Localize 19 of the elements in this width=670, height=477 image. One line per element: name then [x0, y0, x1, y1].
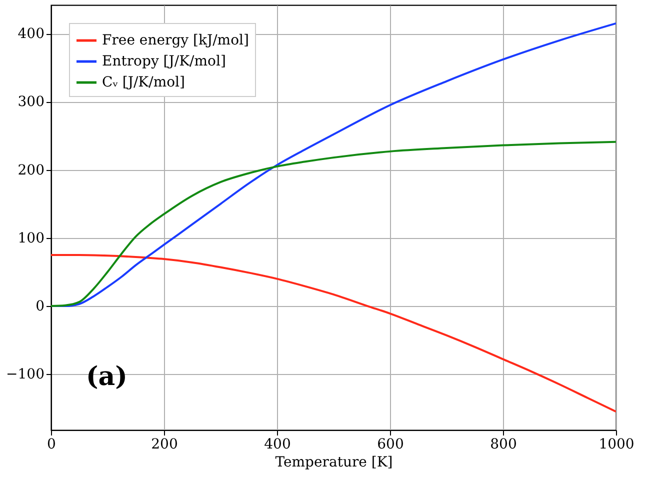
line-series — [51, 254, 616, 413]
x-tick-label: 600 — [377, 436, 404, 452]
x-tick-label: 400 — [264, 436, 291, 452]
x-axis-title: Temperature [K] — [275, 454, 393, 470]
x-tick-label: 800 — [490, 436, 517, 452]
y-tick-label: −100 — [6, 366, 44, 383]
legend-label: Entropy [J/K/mol] — [102, 54, 226, 70]
y-tick-label: 100 — [18, 230, 44, 246]
line-series — [51, 140, 616, 308]
x-tick-label: 1000 — [598, 436, 634, 452]
legend-label: Free energy [kJ/mol] — [102, 32, 249, 48]
x-tick-label: 0 — [47, 436, 56, 452]
legend-label: Cᵥ [J/K/mol] — [102, 74, 185, 90]
x-tick-label: 200 — [151, 436, 178, 452]
annotation: (a) — [86, 362, 128, 392]
y-tick-label: 200 — [18, 162, 44, 178]
y-tick-label: 300 — [18, 94, 44, 110]
y-tick-label: 400 — [18, 26, 44, 42]
y-tick-label: 0 — [36, 298, 44, 315]
